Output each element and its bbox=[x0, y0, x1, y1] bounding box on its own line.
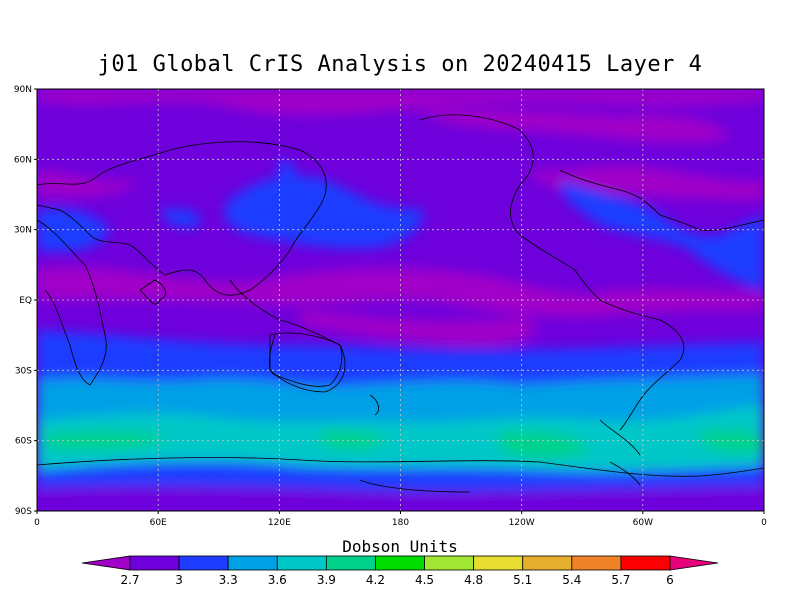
lon-tick-label: 0 bbox=[34, 518, 40, 528]
colorbar-tick-label: 4.5 bbox=[415, 573, 434, 587]
colorbar-title: Dobson Units bbox=[342, 537, 458, 556]
lon-tick-label: 180 bbox=[392, 518, 409, 528]
lat-axis: 90N 60N 30N EQ 30S 60S 90S bbox=[14, 85, 37, 517]
colorbar-swatch bbox=[276, 555, 327, 571]
lat-tick-label: 90S bbox=[15, 507, 32, 517]
colorbar-tick-label: 5.4 bbox=[562, 573, 581, 587]
lon-tick-label: 60W bbox=[633, 518, 653, 528]
colorbar-tick-label: 3 bbox=[175, 573, 183, 587]
colorbar-swatch bbox=[129, 555, 180, 571]
colorbar-tick-label: 3.3 bbox=[219, 573, 238, 587]
colorbar-tick-label: 4.2 bbox=[366, 573, 385, 587]
lat-tick-label: 30N bbox=[14, 226, 32, 236]
colorbar-tick-label: 5.1 bbox=[513, 573, 532, 587]
colorbar-swatch bbox=[227, 555, 278, 571]
grid-lines bbox=[37, 89, 764, 511]
lon-tick-label: 120W bbox=[509, 518, 535, 528]
chart-title: j01 Global CrIS Analysis on 20240415 Lay… bbox=[97, 52, 703, 77]
colorbar-swatch bbox=[375, 555, 425, 571]
colorbar-swatch bbox=[620, 555, 671, 571]
colorbar-tick-label: 4.8 bbox=[464, 573, 483, 587]
colorbar-tick-label: 3.6 bbox=[268, 573, 287, 587]
colorbar: Dobson Units 2.7 3 3.3 3.6 3.9 4.2 4.5 4.8 5.1 5.4… bbox=[81, 537, 719, 587]
lat-tick-label: EQ bbox=[19, 296, 32, 306]
lon-tick-label: 0 bbox=[761, 518, 767, 528]
colorbar-swatch bbox=[325, 555, 376, 571]
colorbar-left-arrow bbox=[81, 555, 131, 571]
lat-tick-label: 60S bbox=[15, 437, 32, 447]
colorbar-swatch bbox=[522, 555, 573, 571]
colorbar-tick-label: 6 bbox=[666, 573, 674, 587]
colorbar-tick-label: 5.7 bbox=[611, 573, 630, 587]
coastlines bbox=[37, 114, 764, 493]
colorbar-tick-label: 3.9 bbox=[317, 573, 336, 587]
colorbar-swatch bbox=[424, 555, 475, 571]
colorbar-swatch bbox=[571, 555, 622, 571]
lat-tick-label: 90N bbox=[14, 85, 32, 95]
lat-tick-label: 60N bbox=[14, 155, 32, 165]
colorbar-swatch bbox=[473, 555, 524, 571]
lon-axis: 0 60E 120E 180 120W 60W 0 bbox=[34, 511, 767, 528]
lon-tick-label: 60E bbox=[150, 518, 167, 528]
colorbar-tick-label: 2.7 bbox=[120, 573, 139, 587]
lat-tick-label: 30S bbox=[15, 366, 32, 376]
colorbar-swatch bbox=[178, 555, 229, 571]
lon-tick-label: 120E bbox=[268, 518, 291, 528]
colorbar-right-arrow bbox=[669, 555, 719, 571]
